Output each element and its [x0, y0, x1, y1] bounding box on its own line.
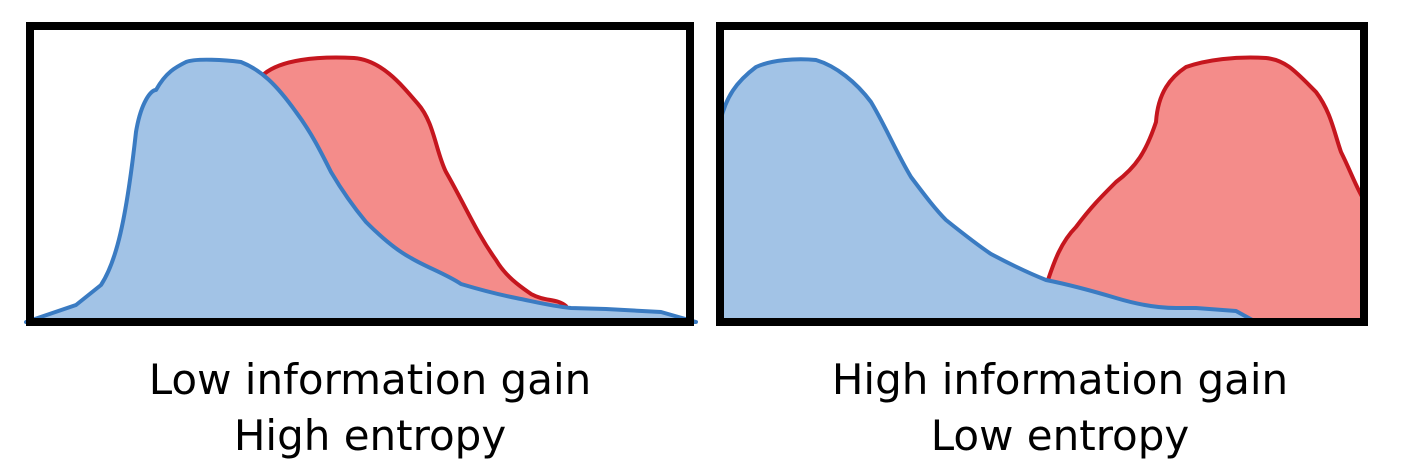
distribution-plot-separated — [716, 22, 1368, 326]
caption-high-entropy: High entropy — [233, 411, 507, 460]
distribution-plot-overlapping — [24, 22, 698, 326]
blue-distribution-area — [718, 57, 1258, 324]
panel-high-information-gain — [716, 22, 1368, 328]
left-frame — [26, 22, 694, 326]
caption-high-information-gain: High information gain — [831, 355, 1289, 404]
right-frame — [716, 22, 1368, 326]
blue-distribution-area — [24, 57, 698, 324]
caption-low-information-gain: Low information gain — [148, 355, 592, 404]
panel-low-information-gain — [24, 22, 698, 328]
caption-left: Low information gain High entropy — [60, 352, 680, 464]
caption-right: High information gain Low entropy — [750, 352, 1370, 464]
red-distribution-area — [1046, 55, 1366, 324]
caption-low-entropy: Low entropy — [930, 411, 1190, 460]
